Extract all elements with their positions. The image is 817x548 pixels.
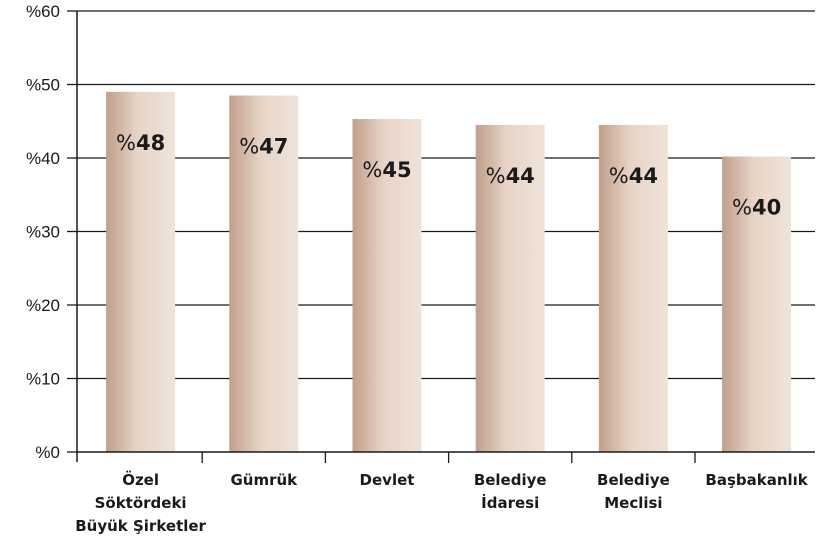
y-tick-labels: %0 %10 %20 %30 %40 %50 %60 [26,2,60,462]
bar-3 [352,119,422,453]
y-tick-label-40: %40 [26,149,60,168]
bar-6 [722,156,792,452]
x-tick-label-2: Gümrük [230,471,298,489]
data-label-4: %44 [486,164,535,188]
bar-2 [229,95,299,453]
x-tick-label-4: Belediye İdaresi [474,471,547,512]
bars [106,91,792,453]
bar-5 [598,124,668,453]
x-tick-label-5: Belediye Meclisi [597,471,670,512]
x-tick-label-1: Özel Söktördeki Büyük Şirketler [75,470,206,535]
bar-4 [475,124,545,453]
y-tick-label-30: %30 [26,223,60,242]
axes [67,10,815,463]
x-tick-label-3: Devlet [360,471,415,489]
data-label-5: %44 [609,164,658,188]
x-tick-label-6: Başbakanlık [705,471,808,489]
x-tick-labels: Özel Söktördeki Büyük Şirketler Gümrük Devle… [75,470,809,535]
y-tick-label-10: %10 [26,370,60,389]
y-tick-label-50: %50 [26,76,60,95]
data-label-6: %40 [732,196,781,220]
y-tick-label-0: %0 [35,443,60,462]
data-label-2: %47 [239,135,288,159]
data-label-3: %45 [362,158,411,182]
data-label-1: %48 [116,131,165,155]
bar-1 [106,91,176,452]
gridlines [77,10,815,380]
y-tick-label-60: %60 [26,2,60,21]
y-tick-label-20: %20 [26,296,60,315]
data-labels: %48 %47 %45 %44 %44 %40 [116,131,781,220]
